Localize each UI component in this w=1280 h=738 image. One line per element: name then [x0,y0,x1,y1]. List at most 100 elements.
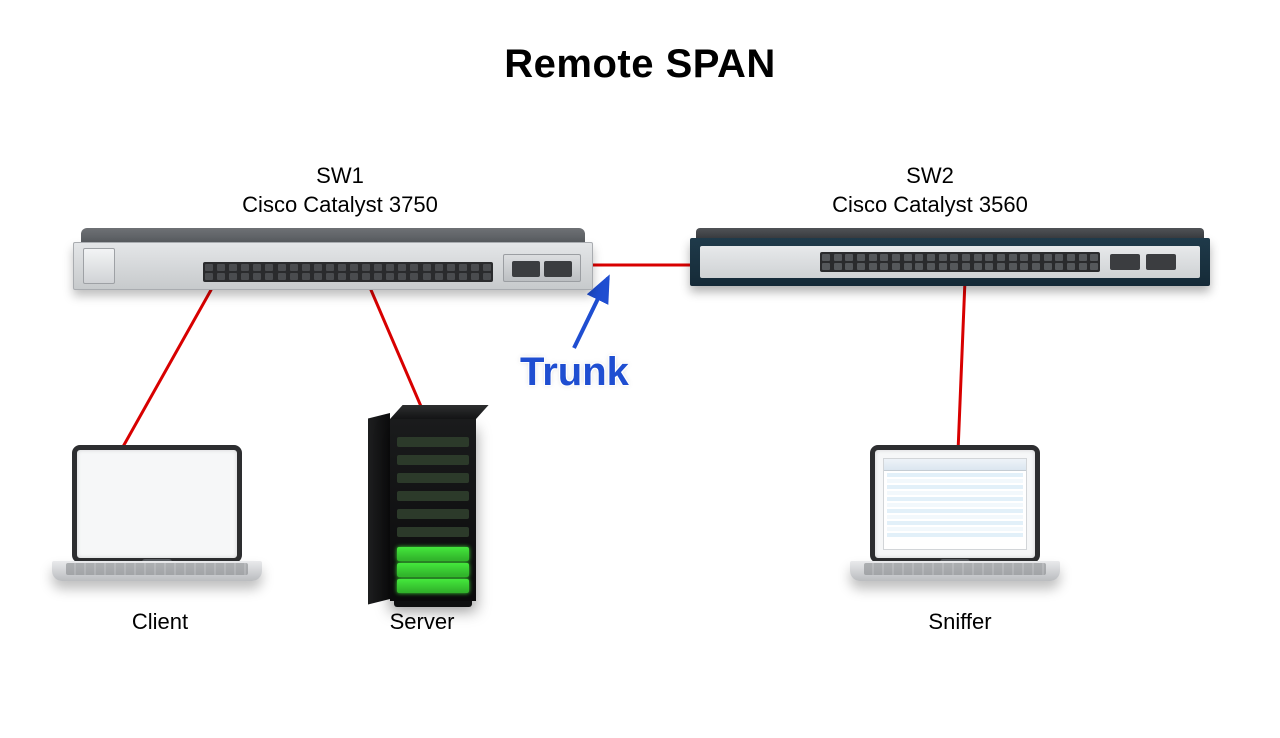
switch-port-icon [1032,254,1040,261]
sw2-sfp-1 [1110,254,1140,270]
switch-port-icon [822,263,830,270]
switch-port-icon [985,254,993,261]
switch-port-icon [205,273,213,280]
switch-port-icon [985,263,993,270]
server-top [390,405,489,419]
switch-port-icon [1090,254,1098,261]
laptop-keyboard-icon [864,563,1046,575]
sw2-name: SW2 [800,162,1060,191]
switch-port-icon [1020,263,1028,270]
switch-port-icon [1067,254,1075,261]
switch-port-icon [1009,254,1017,261]
switch-sw1 [73,228,593,290]
cable-sw1-server [371,290,426,418]
switch-port-icon [1044,254,1052,261]
switch-port-icon [857,263,865,270]
cable-sw2-sniffer [958,280,965,452]
switch-port-icon [857,254,865,261]
switch-port-icon [278,264,286,271]
switch-port-icon [265,273,273,280]
sw2-sfp-2 [1146,254,1176,270]
switch-port-icon [974,263,982,270]
packet-row [887,473,1023,477]
switch-port-icon [326,264,334,271]
switch-port-icon [471,264,479,271]
switch-port-icon [302,264,310,271]
switch-port-icon [290,264,298,271]
client-label: Client [100,609,220,635]
server-drive-bay-icon [397,455,469,465]
sw1-uplink-module [503,254,581,282]
switch-port-icon [205,264,213,271]
switch-port-icon [350,264,358,271]
sw1-badge [83,248,115,284]
sw1-model: Cisco Catalyst 3750 [210,191,470,220]
switch-port-icon [362,264,370,271]
server-drive-bay-icon [397,527,469,537]
switch-port-icon [869,254,877,261]
switch-port-icon [314,273,322,280]
switch-port-icon [915,254,923,261]
switch-port-icon [398,273,406,280]
switch-port-icon [362,273,370,280]
switch-port-icon [1009,263,1017,270]
packet-row [887,521,1023,525]
sw1-chassis-top [81,228,585,242]
switch-port-icon [1090,263,1098,270]
switch-port-icon [338,264,346,271]
switch-port-icon [1079,263,1087,270]
packet-row [887,479,1023,483]
server-label: Server [362,609,482,635]
switch-port-icon [435,264,443,271]
switch-port-icon [834,263,842,270]
switch-port-icon [915,263,923,270]
switch-port-icon [217,264,225,271]
switch-port-icon [1044,263,1052,270]
switch-port-icon [326,273,334,280]
server-drive-bay-icon [397,473,469,483]
switch-port-icon [962,254,970,261]
sniffer-laptop [850,445,1060,595]
packet-row [887,527,1023,531]
switch-port-icon [997,254,1005,261]
switch-port-icon [229,264,237,271]
switch-port-icon [217,273,225,280]
switch-port-icon [1020,254,1028,261]
switch-port-icon [447,264,455,271]
switch-port-icon [398,264,406,271]
server-drive-bay-icon [397,437,469,447]
switch-port-icon [880,254,888,261]
switch-port-icon [845,254,853,261]
switch-port-icon [241,264,249,271]
switch-port-icon [834,254,842,261]
server-drive-bay-icon [397,491,469,501]
switch-port-icon [927,263,935,270]
server-front [390,419,476,601]
server-side [368,413,390,604]
switch-port-icon [904,254,912,261]
server-drive-bay-icon [397,547,469,561]
sniffer-app-window [883,458,1027,550]
switch-port-icon [423,264,431,271]
switch-port-icon [241,273,249,280]
trunk-label: Trunk [520,350,629,395]
switch-port-icon [1079,254,1087,261]
switch-port-icon [904,263,912,270]
packet-row [887,515,1023,519]
switch-port-icon [374,273,382,280]
switch-port-icon [1055,254,1063,261]
sw2-chassis-top [696,228,1204,238]
diagram-title: Remote SPAN [0,42,1280,87]
packet-row [887,533,1023,537]
laptop-screen-icon [72,445,242,563]
switch-port-icon [459,273,467,280]
switch-port-icon [253,264,261,271]
server-drive-bay-icon [397,563,469,577]
server-drive-bay-icon [397,509,469,519]
switch-port-icon [997,263,1005,270]
sw2-port-block [820,252,1100,272]
switch-port-icon [880,263,888,270]
switch-port-icon [386,264,394,271]
switch-port-icon [410,273,418,280]
switch-port-icon [447,273,455,280]
